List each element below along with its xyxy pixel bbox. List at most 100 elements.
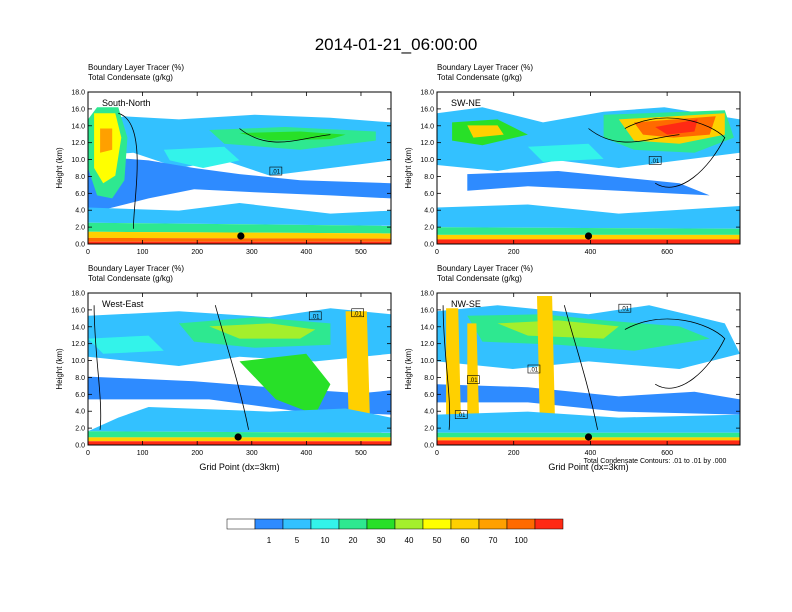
x-tick-label: 600 (661, 450, 673, 457)
x-tick-label: 600 (661, 249, 673, 256)
y-tick-label: 8.0 (75, 174, 85, 181)
colorbar-swatch (282, 518, 312, 530)
heatmap-field (437, 293, 740, 445)
tracer-region (345, 311, 370, 415)
y-tick-label: 12.0 (71, 341, 85, 348)
location-marker (237, 232, 245, 240)
y-tick-label: 16.0 (420, 307, 434, 314)
tracer-region (467, 125, 504, 138)
condensate-contour (563, 305, 598, 430)
condensate-contour (214, 305, 249, 430)
colorbar-label: 5 (295, 536, 300, 545)
colorbar-swatch (478, 518, 508, 530)
tracer-region (437, 384, 740, 415)
x-tick-label: 400 (585, 249, 597, 256)
tracer-region (88, 407, 391, 433)
location-marker (584, 433, 593, 441)
panel-header-line: Total Condensate (g/kg) (437, 73, 522, 82)
y-tick-label: 10.0 (71, 157, 85, 164)
colorbar-label: 100 (514, 536, 528, 545)
plot-frame (87, 91, 392, 245)
tracer-region (437, 227, 740, 235)
y-tick-label: 4.0 (424, 409, 434, 416)
colorbar-swatch (450, 518, 480, 530)
colorbar-label: 60 (461, 536, 470, 545)
condensate-contour (588, 128, 680, 143)
panel-header-line: Total Condensate (g/kg) (437, 274, 522, 283)
contour-label: .01 (311, 314, 320, 320)
x-axis-label: Grid Point (dx=3km) (199, 462, 279, 472)
heatmap-field (88, 92, 391, 244)
panel-4: Boundary Layer Tracer (%)Total Condensat… (404, 264, 741, 472)
tracer-region (88, 441, 391, 445)
y-tick-label: 4.0 (75, 208, 85, 215)
x-tick-label: 100 (137, 450, 149, 457)
condensate-contour (118, 112, 138, 229)
location-marker (234, 433, 242, 441)
y-tick-label: 16.0 (71, 106, 85, 113)
y-tick-label: 12.0 (71, 140, 85, 147)
y-tick-label: 8.0 (424, 174, 434, 181)
tracer-region (239, 131, 346, 141)
panel-label: South-North (102, 98, 151, 108)
y-tick-label: 16.0 (71, 307, 85, 314)
y-tick-label: 2.0 (75, 225, 85, 232)
contour-label-box (308, 311, 322, 321)
y-tick-label: 0.0 (424, 242, 434, 249)
x-axis-label: Grid Point (dx=3km) (548, 462, 628, 472)
y-axis-label: Height (km) (55, 147, 64, 189)
plot-frame (436, 91, 741, 245)
contour-label: .01 (530, 368, 539, 374)
condensate-contour (624, 318, 726, 389)
y-tick-label: 10.0 (71, 358, 85, 365)
panel-header-line: Boundary Layer Tracer (%) (437, 264, 533, 273)
tracer-region (497, 320, 619, 339)
tracer-region (527, 143, 604, 162)
colorbar-swatch (226, 518, 256, 530)
panel-label: NW-SE (451, 299, 481, 309)
colorbar-label: 50 (433, 536, 442, 545)
y-tick-label: 6.0 (75, 392, 85, 399)
x-tick-label: 0 (435, 249, 439, 256)
condensate-contour (93, 305, 102, 430)
y-tick-label: 10.0 (420, 358, 434, 365)
panel-3: Boundary Layer Tracer (%)Total Condensat… (55, 264, 392, 472)
y-tick-label: 14.0 (420, 123, 434, 130)
x-tick-label: 0 (86, 450, 90, 457)
y-tick-label: 18.0 (71, 291, 85, 298)
tracer-region (446, 308, 462, 430)
colorbar-label: 20 (349, 536, 358, 545)
x-tick-label: 300 (246, 450, 258, 457)
tracer-region (437, 440, 740, 445)
y-tick-label: 8.0 (424, 375, 434, 382)
y-tick-label: 4.0 (75, 409, 85, 416)
colorbar-label: 70 (489, 536, 498, 545)
colorbar-label: 1 (267, 536, 272, 545)
y-tick-label: 0.0 (75, 443, 85, 450)
y-tick-label: 14.0 (71, 123, 85, 130)
y-tick-label: 2.0 (424, 225, 434, 232)
x-tick-label: 300 (246, 249, 258, 256)
contour-label: .01 (457, 413, 466, 419)
y-tick-label: 14.0 (420, 324, 434, 331)
tracer-region (88, 241, 391, 244)
contour-label: .01 (469, 378, 478, 384)
contour-label: .01 (353, 311, 362, 317)
colorbar-swatch (534, 518, 564, 530)
tracer-region (437, 411, 740, 433)
contour-label-box (618, 303, 632, 313)
y-tick-label: 0.0 (424, 443, 434, 450)
tracer-region (537, 296, 556, 430)
y-tick-label: 10.0 (420, 157, 434, 164)
tracer-region (467, 171, 710, 196)
condensate-contour (239, 128, 331, 143)
tracer-region (655, 119, 698, 135)
contour-label-box (351, 308, 364, 318)
y-tick-label: 6.0 (424, 392, 434, 399)
x-tick-label: 200 (191, 249, 203, 256)
contour-label-box (269, 166, 283, 176)
colorbar-swatch (366, 518, 396, 530)
tracer-region (88, 222, 391, 234)
contour-label-box (648, 156, 662, 165)
